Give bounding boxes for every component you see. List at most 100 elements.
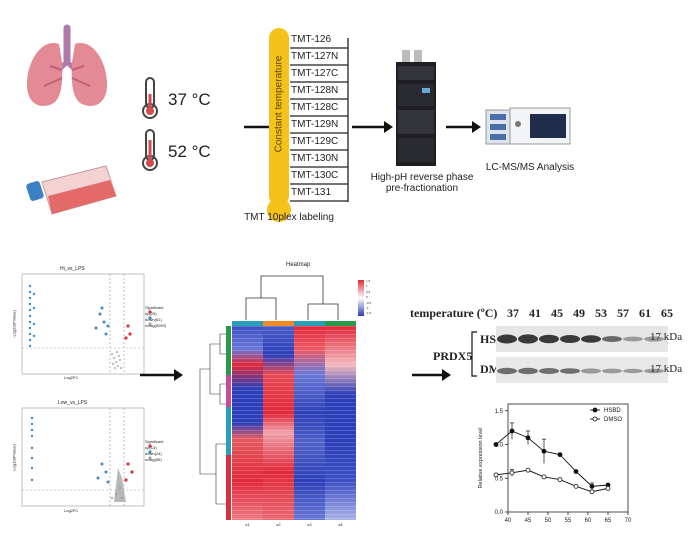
heatmap-scale-tick: 0.5 [366,289,371,294]
chart-x-tick-label: 55 [565,518,572,524]
tmt-bracket [290,38,349,202]
chart-x-tick-label: 70 [625,518,632,524]
thermometer-icon [142,77,158,119]
expression-line-chart: 40 45 50 55 60 65 70 0.0 0.5 1.0 1.5 Relative expre… [478,403,632,524]
chart-series-line [495,469,609,493]
heatmap-column-label: s2 [276,522,281,527]
temperature-label-low: 37 °C [168,90,211,109]
arrow-icon [352,121,393,133]
wb-temp: 53 [595,306,607,320]
heatmap-grid [232,326,356,520]
heatmap-scale-ticks: 1.5 1 0.5 0 -0.5 -1 -1.5 [366,279,371,317]
arrow-icon [140,369,183,381]
wb-blot-hsbd [496,326,668,352]
tmt-caption: TMT 10plex labeling [244,212,334,223]
tmt-thermometer-icon [267,28,291,222]
volcano-title: Hi_vs_LPS [60,266,85,272]
wb-temperature-label: temperature (ºC) [410,306,498,320]
heatmap-column-label: s1 [245,522,250,527]
tmt-channel: TMT-127C [291,68,339,79]
heatmap-dendrogram-top [245,275,339,320]
chart-x-tick-label: 45 [525,518,532,524]
chart-data-point [573,469,579,474]
tmt-channel: TMT-126 [291,34,332,45]
fractionation-caption-line2: pre-fractionation [385,183,459,194]
volcano-ylabel: -Log10(PValue) [11,310,17,338]
heatmap-scale-tick: -0.5 [366,300,372,305]
chart-x-tick-label: 65 [605,518,612,524]
chart-data-point [509,470,515,476]
volcano-legend-title: Significant [145,305,164,310]
chart-data-point [493,472,499,478]
tmt-channel: TMT-128C [291,102,339,113]
volcano-plot [21,407,152,507]
tmt-channel: TMT-129C [291,136,339,147]
temperature-label-high: 52 °C [168,142,211,161]
wb-temp: 41 [529,306,541,320]
chart-data-point [525,435,531,441]
heatmap-scale-tick: 0 [366,295,368,300]
heatmap-scale-tick: -1 [366,306,369,311]
chart-data-point [493,442,499,447]
fractionation-caption-line1: High-pH reverse phase [370,172,474,183]
volcano-legend: Significant up(25) down(61) nosig(5050) [145,305,166,329]
chart-y-tick-label: 1.5 [495,409,504,415]
heatmap-column-label: s4 [338,522,343,527]
heatmap-scale-tick: 1.5 [366,279,371,283]
chart-data-point [589,483,595,489]
volcano-xlabel: Log2FC [64,375,79,380]
wb-protein-label: PRDX5 [433,349,473,363]
chart-data-point [509,428,515,434]
chart-data-point [525,467,531,473]
chart-y-tick-label: 1.0 [495,443,504,449]
mass-spectrometer-icon [485,107,571,145]
chart-data-point [557,477,563,482]
chart-y-axis-label: Relative expression level [478,428,484,489]
volcano-ylabel: -Log10(PValue) [11,444,17,472]
volcano-legend-item: down(24) [145,451,162,456]
volcano-legend-title: Significant [145,439,164,444]
tmt-column-label: Constant temperature [273,55,285,153]
tmt-channel: TMT-127N [291,51,339,62]
volcano-legend-item: nosig(56) [145,457,162,462]
wb-blot-dmso [496,357,668,383]
chart-data-point [557,452,563,458]
volcano-legend: Significant up(13) down(24) nosig(56) [145,439,163,463]
lcms-caption: LC-MS/MS Analysis [485,162,575,173]
chart-x-tick-label: 40 [505,518,512,524]
chart-data-point [541,448,547,454]
wb-row-bracket [471,331,477,377]
cell-culture-flask-icon [26,165,117,215]
wb-temp: 37 [507,306,519,320]
wb-temp: 61 [639,306,651,320]
chart-data-point [605,485,611,491]
volcano-legend-item: up(25) [145,311,157,316]
heatmap-column-label: s3 [307,522,312,527]
chart-data-point [589,489,595,495]
chart-x-tick-label: 50 [545,518,552,524]
heatmap-scale-tick: 1 [366,284,368,289]
arrow-icon [412,369,451,381]
heatmap-dendrogram-left [199,333,230,505]
tmt-channel: TMT-130N [291,153,339,164]
heatmap-side-annotation [226,326,231,520]
tmt-channel: TMT-131 [291,187,332,198]
lung-icon [26,24,108,106]
volcano-xlabel: Log2FC [64,508,79,513]
wb-size-label: 17 kDa [650,363,683,375]
volcano-legend-item: up(13) [145,445,157,450]
fractionation-caption: High-pH reverse phase pre-fractionation [356,172,488,194]
chart-series-line [495,430,609,487]
wb-temp: 49 [573,306,585,320]
wb-temp: 65 [661,306,673,320]
tmt-channel: TMT-129N [291,119,339,130]
arrow-icon [446,121,481,133]
wb-temp: 45 [551,306,563,320]
chart-y-tick-label: 0.5 [495,476,504,482]
volcano-plot [21,273,152,375]
chart-legend-marker [592,416,598,422]
chart-legend-label: DMSO [604,417,622,423]
tmt-channel: TMT-128N [291,85,339,96]
tmt-channel: TMT-130C [291,170,339,181]
heatmap-color-scale [358,280,364,316]
